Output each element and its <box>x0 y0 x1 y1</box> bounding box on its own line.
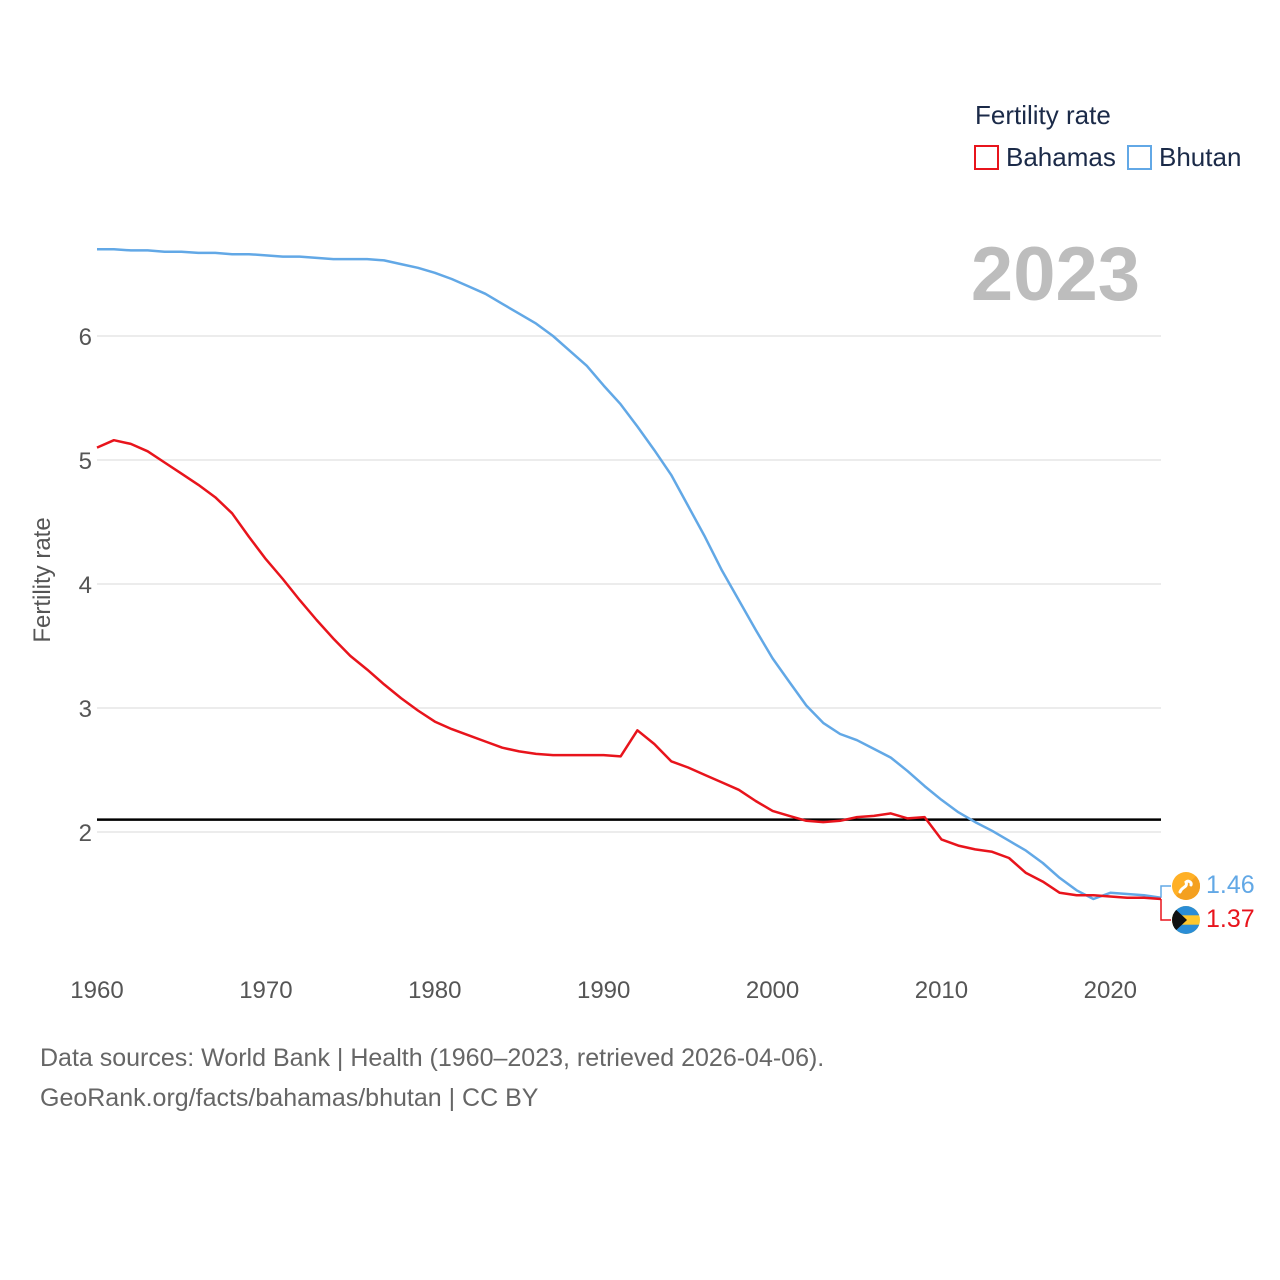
y-axis-title: Fertility rate <box>29 517 56 642</box>
grid <box>97 335 1161 833</box>
series-lines <box>96 247 1171 921</box>
credit-link[interactable]: GeoRank.org/facts/bahamas/bhutan | CC BY <box>40 1084 539 1112</box>
x-tick-label-1960: 1960 <box>70 977 123 1004</box>
series-line-bahamas <box>96 438 1162 901</box>
legend-swatch-bahamas <box>974 145 999 170</box>
x-tick-label-2020: 2020 <box>1084 977 1137 1004</box>
y-tick-label-2: 2 <box>79 820 92 847</box>
x-tick-label-2000: 2000 <box>746 977 799 1004</box>
x-tick-label-1990: 1990 <box>577 977 630 1004</box>
end-label-bhutan: 1.46 <box>1206 871 1255 899</box>
end-markers: 1.46 1.37 <box>1172 871 1255 934</box>
end-label-bahamas: 1.37 <box>1206 905 1255 933</box>
y-tick-label-6: 6 <box>79 324 92 351</box>
series-line-bhutan <box>97 247 1162 901</box>
data-source-note: Data sources: World Bank | Health (1960–… <box>40 1044 825 1072</box>
end-connector-bhutan <box>1160 885 1171 898</box>
bhutan-flag-icon <box>1172 872 1200 900</box>
legend-label-bhutan: Bhutan <box>1159 142 1241 172</box>
legend-title: Fertility rate <box>975 100 1111 130</box>
y-tick-label-3: 3 <box>79 696 92 723</box>
y-tick-label-4: 4 <box>79 572 92 599</box>
y-tick-label-5: 5 <box>79 448 92 475</box>
legend-swatch-bhutan <box>1127 145 1152 170</box>
x-tick-label-1970: 1970 <box>239 977 292 1004</box>
x-tick-label-1980: 1980 <box>408 977 461 1004</box>
legend-label-bahamas: Bahamas <box>1006 142 1116 172</box>
year-label: 2023 <box>971 232 1140 317</box>
bahamas-flag-icon <box>1172 906 1200 934</box>
x-axis-ticks: 1960 1970 1980 1990 2000 2010 2020 <box>70 977 1137 1004</box>
y-axis-ticks: 2 3 4 5 6 <box>79 324 92 847</box>
x-tick-label-2010: 2010 <box>915 977 968 1004</box>
end-connector-bahamas <box>1160 899 1171 921</box>
legend: Fertility rate Bahamas Bhutan <box>974 100 1241 172</box>
